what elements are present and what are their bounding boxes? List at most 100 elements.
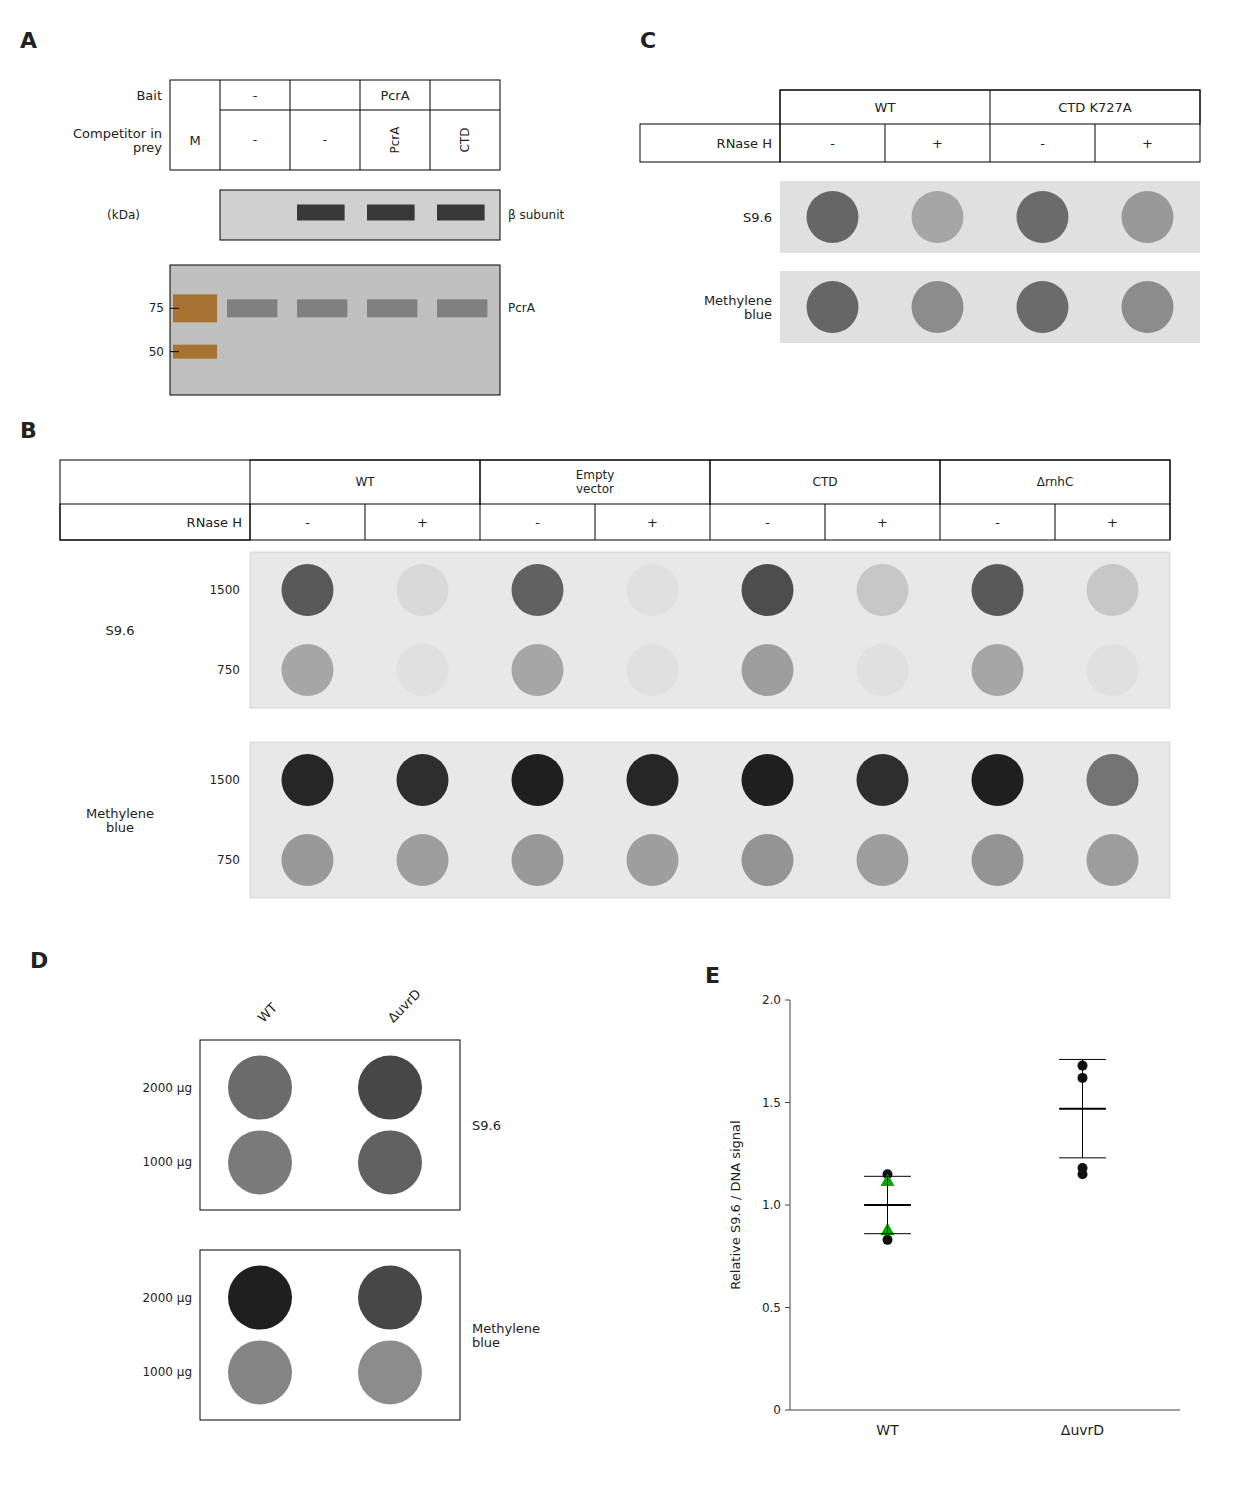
ladder-band	[173, 294, 217, 322]
category-label: +	[932, 136, 943, 151]
competitor-label: PcrA	[388, 126, 402, 154]
panel-label: D	[30, 948, 48, 973]
competitor-label: CTD	[458, 128, 472, 153]
page: {"chart_data": [ {"type": "gel", "title"…	[0, 0, 1237, 1500]
table-border	[250, 460, 480, 504]
x-axis	[790, 1410, 1180, 1411]
bait-label: -	[253, 88, 258, 103]
dot	[627, 564, 679, 616]
table-line	[940, 504, 941, 540]
membrane	[780, 271, 1200, 343]
dot	[1017, 191, 1069, 243]
bait-label: PcrA	[380, 88, 409, 103]
table-border	[60, 460, 1170, 540]
category-label: -	[995, 515, 1000, 530]
dot	[627, 644, 679, 696]
panel-e: E00.51.01.52.0Relative S9.6 / DNA signal…	[705, 963, 1180, 1439]
table-line	[885, 124, 886, 162]
dot	[512, 834, 564, 886]
dot	[1017, 281, 1069, 333]
background	[0, 0, 1237, 1500]
category-label: +	[877, 515, 888, 530]
dot	[282, 564, 334, 616]
dot	[358, 1056, 422, 1120]
lane-label: M	[189, 133, 200, 148]
y-tick-label: 1.0	[762, 1198, 781, 1212]
table-line	[1055, 504, 1056, 540]
mean-line	[864, 1204, 911, 1206]
tick-label: 50	[149, 345, 164, 359]
category-label: -	[305, 515, 310, 530]
table-line	[480, 504, 481, 540]
dot	[1122, 281, 1174, 333]
category-label: ΔuvrD	[385, 986, 424, 1025]
category-label: -	[765, 515, 770, 530]
category-label: -	[535, 515, 540, 530]
panel-label: E	[705, 963, 720, 988]
series-label: S9.6	[472, 1118, 501, 1133]
label-line: blue	[744, 307, 772, 322]
y-tick	[785, 1205, 790, 1206]
y-tick	[785, 1102, 790, 1103]
error-cap	[1059, 1059, 1106, 1060]
dot	[972, 564, 1024, 616]
label-line: Methylene	[86, 805, 154, 820]
blot-box	[200, 1250, 460, 1420]
y-tick	[785, 1410, 790, 1411]
category-label: -	[1040, 136, 1045, 151]
point-circle	[883, 1235, 893, 1245]
y-tick-label: 0	[773, 1403, 781, 1417]
table-border	[640, 124, 780, 162]
dot	[857, 564, 909, 616]
series-label: Methyleneblue	[86, 805, 154, 835]
row-label: 1000 μg	[142, 1365, 192, 1379]
dot	[282, 834, 334, 886]
panel-label: B	[20, 418, 37, 443]
category-label: +	[417, 515, 428, 530]
dot	[397, 834, 449, 886]
dot	[512, 564, 564, 616]
row-label: 1000 μg	[142, 1155, 192, 1169]
point-circle	[1078, 1169, 1088, 1179]
dot	[397, 564, 449, 616]
category-label: +	[1107, 515, 1118, 530]
label-line: vector	[576, 482, 614, 496]
row-label: 2000 μg	[142, 1291, 192, 1305]
table-line	[1170, 504, 1171, 540]
gel-band	[367, 299, 417, 317]
row-label: 1500	[209, 583, 240, 597]
table-border	[780, 90, 1200, 124]
table-border	[710, 460, 940, 504]
error-cap	[1059, 1157, 1106, 1158]
error-cap	[864, 1176, 911, 1177]
row-label: 750	[217, 853, 240, 867]
dot	[972, 754, 1024, 806]
panel-label: A	[20, 28, 37, 53]
gel-band	[227, 299, 277, 317]
dot	[857, 834, 909, 886]
group-label: WT	[355, 475, 375, 489]
ladder-band	[173, 345, 217, 359]
dot	[742, 754, 794, 806]
tick	[170, 351, 179, 352]
gel-band	[437, 299, 487, 317]
label-line: prey	[133, 140, 162, 155]
label: β subunit	[508, 208, 564, 222]
y-tick-label: 0.5	[762, 1301, 781, 1315]
group-label: CTD K727A	[1058, 100, 1131, 115]
panel-a: ABaitCompetitor inpreyM-PcrA--PcrACTDβ s…	[20, 28, 564, 396]
dot	[742, 834, 794, 886]
table-border	[480, 460, 710, 504]
group-label: CTD	[813, 475, 838, 489]
row-label: RNase H	[717, 136, 772, 151]
dot	[807, 191, 859, 243]
y-tick-label: 1.5	[762, 1096, 781, 1110]
competitor-label: -	[253, 133, 257, 147]
dot	[912, 191, 964, 243]
table-line	[365, 504, 366, 540]
plot-area	[864, 1059, 1106, 1244]
label-line: Methylene	[704, 292, 772, 307]
dot	[912, 281, 964, 333]
table-line	[220, 80, 221, 170]
label: PcrA	[508, 301, 536, 315]
